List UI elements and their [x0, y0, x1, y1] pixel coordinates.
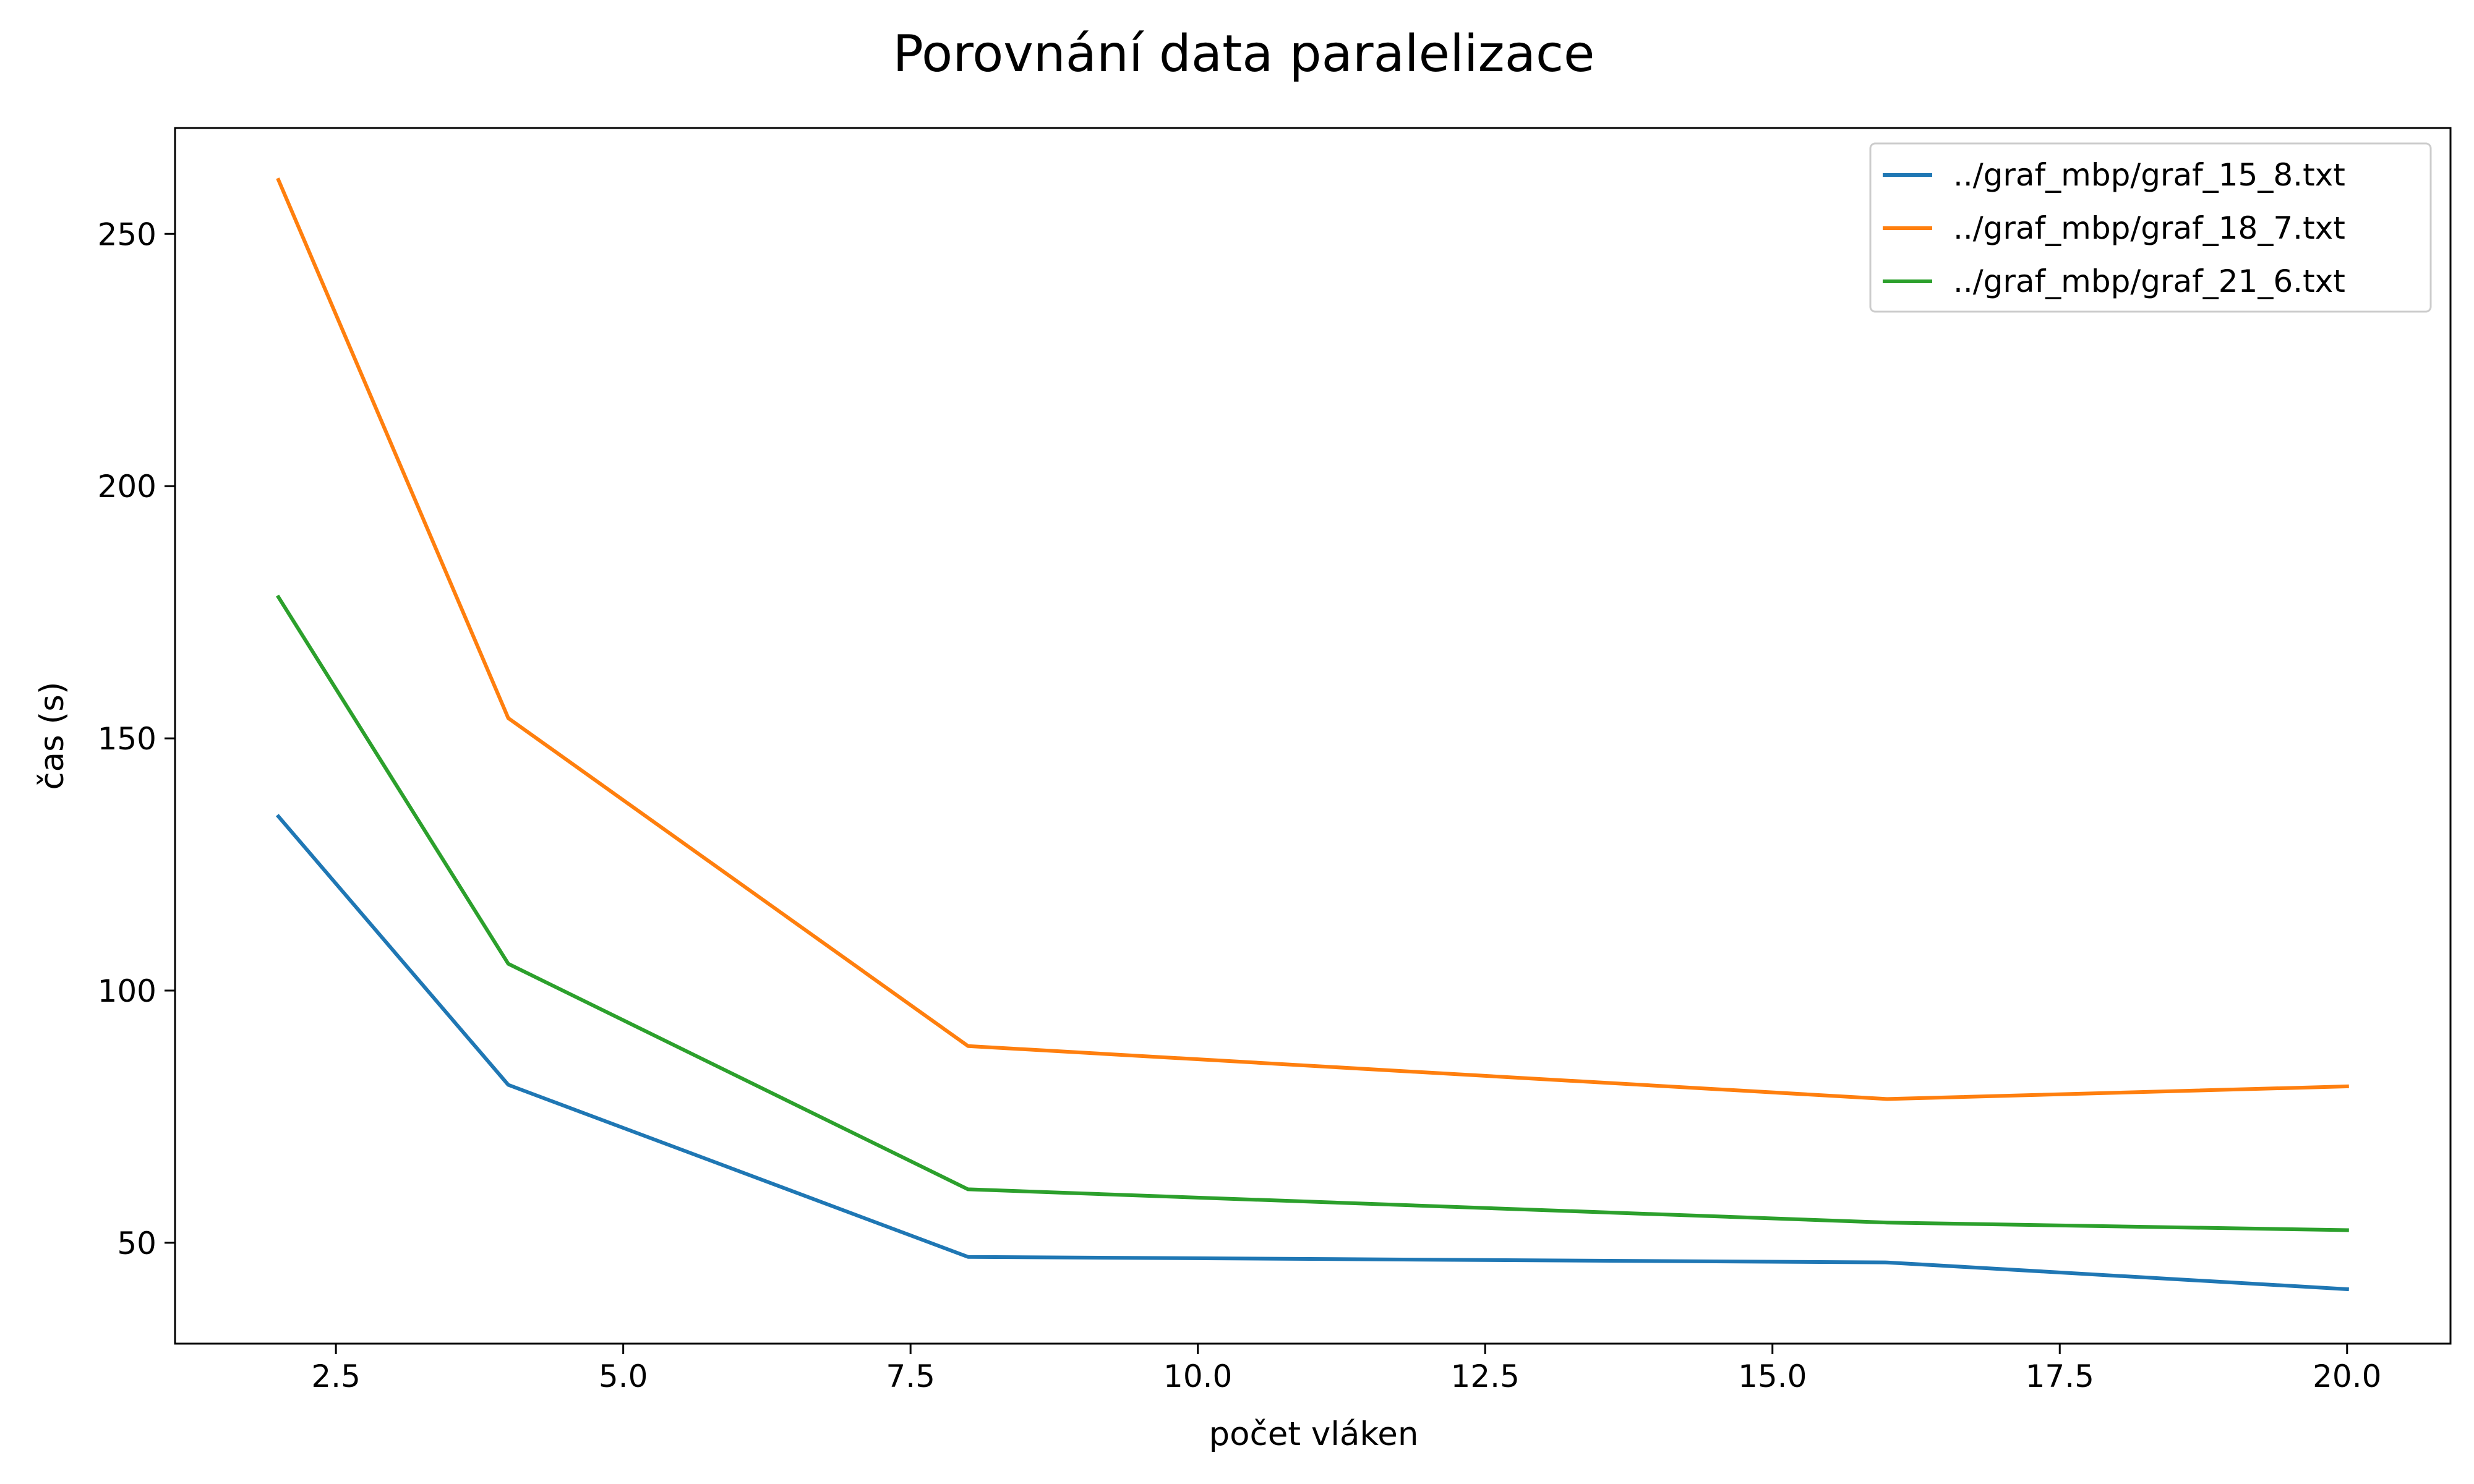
- x-axis-label: počet vláken: [1209, 1415, 1418, 1453]
- series-line-2: [276, 177, 2349, 1101]
- x-tick-label: 12.5: [1451, 1358, 1520, 1394]
- y-tick-label: 250: [98, 216, 156, 252]
- y-axis-ticks: 50 100 150 200 250: [98, 216, 175, 1261]
- legend-entry-3: ../graf_mbp/graf_21_6.txt: [1953, 263, 2345, 299]
- y-tick-label: 200: [98, 469, 156, 505]
- series-line-3: [276, 594, 2349, 1232]
- x-tick-label: 7.5: [886, 1358, 935, 1394]
- y-tick-label: 100: [98, 973, 156, 1009]
- x-tick-label: 17.5: [2026, 1358, 2094, 1394]
- x-tick-label: 5.0: [599, 1358, 648, 1394]
- series-line-1: [275, 814, 2349, 1292]
- series-group: [275, 177, 2349, 1292]
- legend: ../graf_mbp/graf_15_8.txt ../graf_mbp/gra…: [1869, 142, 2432, 313]
- y-tick-label: 150: [98, 721, 156, 757]
- x-tick-label: 20.0: [2313, 1358, 2381, 1394]
- legend-entry-1: ../graf_mbp/graf_15_8.txt: [1953, 157, 2345, 193]
- axes-frame: [174, 127, 2452, 1345]
- y-axis-label: čas (s): [33, 681, 71, 790]
- x-tick-label: 2.5: [311, 1358, 361, 1394]
- x-axis-ticks: 2.5 5.0 7.5 10.0 12.5 15.0 17.5 20.0: [311, 1344, 2381, 1394]
- y-tick-label: 50: [117, 1226, 156, 1261]
- x-tick-label: 10.0: [1163, 1358, 1232, 1394]
- legend-box: [1869, 142, 2432, 313]
- plot-area: [174, 127, 2452, 1345]
- chart-title: Porovnání data paralelizace: [893, 25, 1595, 83]
- x-tick-label: 15.0: [1738, 1358, 1807, 1394]
- legend-entry-2: ../graf_mbp/graf_18_7.txt: [1953, 210, 2345, 246]
